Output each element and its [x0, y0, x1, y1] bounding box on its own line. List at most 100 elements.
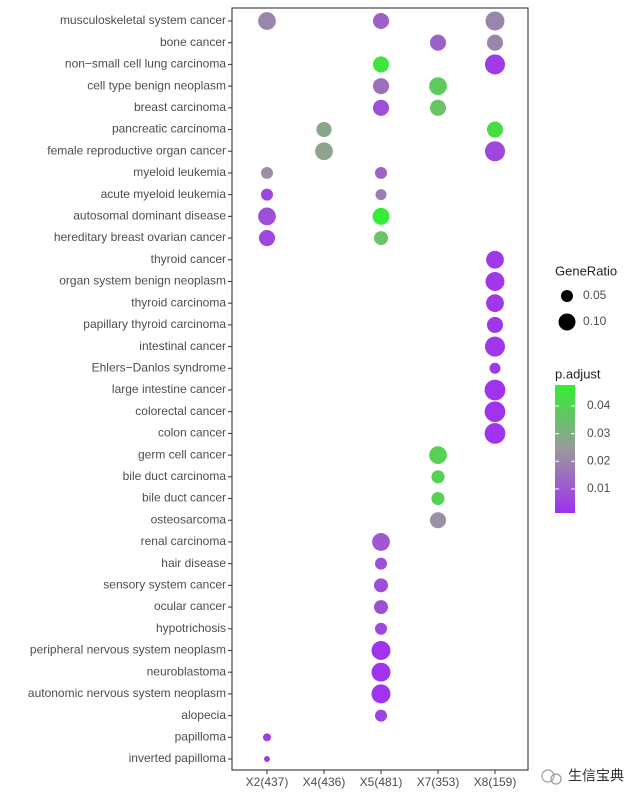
- y-tick-label: bile duct cancer: [142, 491, 226, 505]
- dot: [372, 207, 390, 225]
- y-tick-label: ocular cancer: [154, 599, 226, 613]
- dot: [375, 709, 387, 722]
- y-tick-label: papillary thyroid carcinoma: [83, 317, 226, 331]
- dot: [374, 231, 388, 246]
- colorbar: [555, 385, 575, 513]
- y-tick-label: papilloma: [175, 729, 227, 743]
- y-tick-label: thyroid cancer: [151, 252, 226, 266]
- y-tick-label: bile duct carcinoma: [123, 469, 227, 483]
- size-legend-title: GeneRatio: [555, 263, 617, 278]
- size-legend-dot: [561, 290, 573, 302]
- colorbar-label: 0.01: [587, 481, 611, 495]
- color-legend-title: p.adjust: [555, 366, 601, 381]
- y-tick-label: musculoskeletal system cancer: [60, 13, 226, 27]
- y-tick-label: Ehlers−Danlos syndrome: [92, 360, 227, 374]
- dot: [484, 141, 506, 162]
- dot: [372, 12, 390, 30]
- y-tick-label: non−small cell lung carcinoma: [65, 57, 226, 71]
- dot: [486, 34, 504, 51]
- x-tick-label: X2(437): [246, 775, 289, 789]
- dot: [429, 512, 447, 529]
- dot: [431, 491, 445, 506]
- dot: [375, 557, 387, 570]
- y-tick-label: peripheral nervous system neoplasm: [30, 643, 226, 657]
- y-tick-label: colorectal cancer: [135, 404, 226, 418]
- dot: [484, 379, 506, 401]
- dot: [258, 12, 276, 30]
- dot: [489, 362, 501, 374]
- dot: [486, 294, 504, 313]
- colorbar-label: 0.04: [587, 398, 611, 412]
- y-tick-label: myeloid leukemia: [133, 165, 226, 179]
- y-tick-label: germ cell cancer: [138, 447, 226, 461]
- watermark: 生信宝典: [568, 768, 624, 784]
- y-tick-label: thyroid carcinoma: [131, 295, 226, 309]
- colorbar-label: 0.02: [587, 453, 611, 467]
- x-tick-label: X5(481): [360, 775, 403, 789]
- dot: [431, 470, 445, 484]
- dot: [484, 336, 506, 357]
- dot: [486, 250, 504, 269]
- dot: [484, 401, 506, 423]
- dot: [485, 11, 505, 31]
- dot: [429, 34, 447, 51]
- y-tick-label: sensory system cancer: [103, 578, 226, 592]
- y-tick-label: female reproductive organ cancer: [47, 143, 226, 157]
- y-tick-label: hair disease: [161, 556, 226, 570]
- y-tick-label: hypotrichosis: [156, 621, 226, 635]
- watermark-icon: [541, 769, 562, 785]
- dot: [372, 56, 390, 73]
- y-tick-label: breast carcinoma: [134, 100, 226, 114]
- y-tick-label: autonomic nervous system neoplasm: [28, 686, 226, 700]
- y-tick-label: acute myeloid leukemia: [101, 187, 227, 201]
- dot: [486, 121, 504, 138]
- dot: [261, 166, 273, 179]
- dot: [372, 533, 390, 551]
- y-tick-label: large intestine cancer: [112, 382, 226, 396]
- y-tick-label: colon cancer: [158, 426, 226, 440]
- dot: [484, 423, 506, 444]
- dot: [371, 640, 391, 660]
- y-tick-label: alopecia: [181, 708, 226, 722]
- y-tick-label: renal carcinoma: [141, 534, 227, 548]
- dot: [374, 578, 388, 593]
- dot: [375, 166, 387, 179]
- y-tick-label: neuroblastoma: [147, 664, 227, 678]
- dot: [258, 207, 276, 226]
- y-tick-label: hereditary breast ovarian cancer: [54, 230, 226, 244]
- dot: [261, 188, 273, 201]
- x-tick-label: X4(436): [303, 775, 346, 789]
- x-tick-label: X7(353): [417, 775, 460, 789]
- size-legend-label: 0.10: [583, 314, 607, 328]
- dot: [372, 78, 390, 95]
- dot: [315, 142, 333, 161]
- y-tick-label: bone cancer: [160, 35, 226, 49]
- dot: [263, 733, 271, 742]
- dot: [429, 77, 447, 96]
- y-tick-label: intestinal cancer: [139, 339, 226, 353]
- y-tick-label: inverted papilloma: [129, 751, 227, 765]
- x-tick-label: X8(159): [474, 775, 517, 789]
- dot: [484, 54, 506, 75]
- size-legend-label: 0.05: [583, 288, 607, 302]
- dot: [372, 99, 390, 116]
- dot: [264, 756, 270, 762]
- dot: [485, 271, 505, 291]
- colorbar-label: 0.03: [587, 426, 611, 440]
- dot: [316, 121, 332, 138]
- y-tick-label: osteosarcoma: [151, 512, 227, 526]
- dot: [486, 316, 504, 333]
- y-tick-label: cell type benign neoplasm: [87, 78, 226, 92]
- dot: [375, 189, 387, 201]
- y-tick-label: autosomal dominant disease: [73, 209, 226, 223]
- dot: [375, 622, 387, 635]
- y-tick-label: organ system benign neoplasm: [59, 274, 226, 288]
- dot: [371, 662, 391, 682]
- size-legend-dot: [558, 313, 576, 331]
- dot: [374, 600, 388, 615]
- dot: [258, 230, 276, 247]
- dot: [429, 446, 447, 465]
- dot: [429, 99, 447, 116]
- dot: [371, 684, 391, 704]
